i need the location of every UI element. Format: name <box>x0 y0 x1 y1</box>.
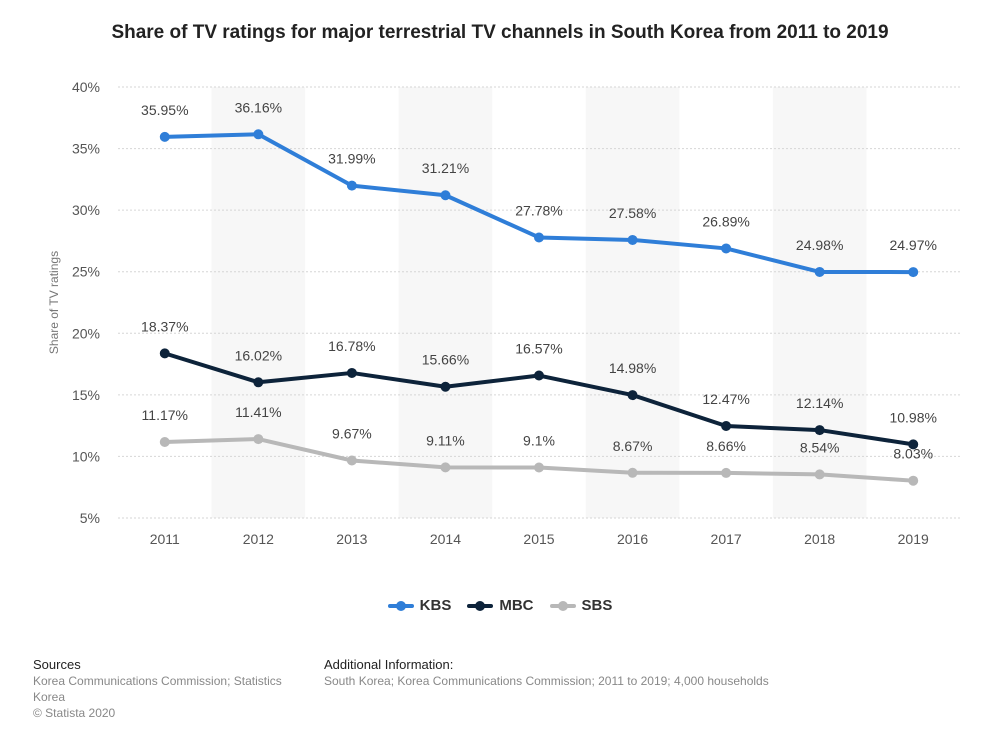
mbc-data-label: 18.37% <box>141 318 188 334</box>
mbc-data-point <box>159 348 170 359</box>
column-band <box>772 87 867 518</box>
mbc-data-point <box>440 381 451 392</box>
legend-label-sbs: SBS <box>581 596 613 614</box>
legend-marker-kbs <box>395 600 406 611</box>
kbs-data-label: 35.95% <box>141 102 188 118</box>
sbs-data-point <box>440 462 451 473</box>
mbc-data-point <box>627 390 638 401</box>
y-tick-label: 40% <box>72 79 100 95</box>
additional-info-block: Additional Information: South Korea; Kor… <box>324 657 964 689</box>
kbs-data-point <box>814 266 825 277</box>
kbs-data-label: 31.21% <box>422 160 469 176</box>
mbc-data-point <box>908 439 919 450</box>
y-axis-title: Share of TV ratings <box>47 251 61 354</box>
legend-label-kbs: KBS <box>419 596 452 614</box>
kbs-data-point <box>159 131 170 142</box>
sources-heading: Sources <box>33 657 81 672</box>
sbs-data-label: 8.03% <box>893 446 933 462</box>
y-tick-label: 15% <box>72 387 100 403</box>
kbs-data-point <box>346 180 357 191</box>
additional-info-heading: Additional Information: <box>324 657 454 672</box>
column-band <box>398 87 493 518</box>
legend-label-mbc: MBC <box>499 596 534 614</box>
chart-legend: KBS MBC SBS <box>0 596 1000 614</box>
mbc-data-label: 14.98% <box>609 360 656 376</box>
y-tick-label: 20% <box>72 325 100 341</box>
mbc-data-label: 12.14% <box>796 395 843 411</box>
legend-swatch-kbs <box>387 600 414 611</box>
kbs-data-label: 26.89% <box>702 213 749 229</box>
x-tick-label: 2017 <box>711 531 742 547</box>
sbs-data-label: 8.66% <box>706 438 746 454</box>
y-tick-label: 35% <box>72 141 100 157</box>
kbs-data-point <box>440 190 451 201</box>
sbs-data-point <box>814 469 825 480</box>
legend-swatch-sbs <box>549 600 576 611</box>
sbs-data-point <box>159 437 170 448</box>
legend-item-sbs[interactable]: SBS <box>549 596 613 614</box>
legend-item-kbs[interactable]: KBS <box>387 596 452 614</box>
sbs-data-label: 9.11% <box>426 432 465 448</box>
mbc-data-point <box>721 421 732 432</box>
sbs-data-label: 9.1% <box>523 433 555 449</box>
mbc-data-label: 15.66% <box>422 352 469 368</box>
y-tick-label: 25% <box>72 264 100 280</box>
sbs-data-label: 11.17% <box>142 407 188 423</box>
legend-marker-sbs <box>557 600 568 611</box>
kbs-data-label: 24.98% <box>796 237 843 253</box>
legend-item-mbc[interactable]: MBC <box>467 596 534 614</box>
mbc-data-point <box>534 370 544 381</box>
kbs-data-point <box>721 243 732 254</box>
kbs-data-point <box>908 267 919 278</box>
y-tick-label: 30% <box>72 202 100 218</box>
mbc-data-point <box>253 377 264 388</box>
kbs-data-label: 27.58% <box>609 205 656 221</box>
sbs-data-point <box>721 467 732 478</box>
sbs-data-point <box>908 475 919 486</box>
sbs-data-label: 8.67% <box>613 438 653 454</box>
sources-text[interactable]: Korea Communications Commission; Statist… <box>33 674 282 704</box>
x-tick-label: 2016 <box>617 531 648 547</box>
mbc-data-label: 12.47% <box>702 391 749 407</box>
additional-info-text: South Korea; Korea Communications Commis… <box>324 674 769 688</box>
kbs-data-label: 27.78% <box>515 202 562 218</box>
y-tick-label: 10% <box>72 448 100 464</box>
y-tick-label: 5% <box>80 510 100 526</box>
kbs-data-point <box>253 129 264 140</box>
mbc-data-point <box>346 367 357 378</box>
legend-marker-mbc <box>475 600 486 611</box>
sbs-data-point <box>253 434 264 445</box>
kbs-data-label: 36.16% <box>235 99 282 115</box>
chart-title: Share of TV ratings for major terrestria… <box>111 22 889 43</box>
x-tick-label: 2011 <box>150 531 180 547</box>
mbc-data-label: 16.57% <box>515 341 562 357</box>
x-tick-label: 2013 <box>336 531 367 547</box>
sbs-data-label: 11.41% <box>235 404 281 420</box>
kbs-data-label: 24.97% <box>889 237 936 253</box>
mbc-data-point <box>814 425 825 436</box>
x-tick-label: 2018 <box>804 531 835 547</box>
kbs-data-label: 31.99% <box>328 151 375 167</box>
sbs-data-point <box>346 455 357 466</box>
x-tick-label: 2012 <box>243 531 274 547</box>
kbs-data-point <box>627 234 638 245</box>
column-band <box>585 87 680 518</box>
sbs-data-point <box>627 467 638 478</box>
mbc-data-label: 10.98% <box>889 409 936 425</box>
copyright[interactable]: © Statista 2020 <box>33 706 116 720</box>
kbs-data-point <box>534 232 544 243</box>
sbs-data-point <box>534 462 544 473</box>
sources-block: Sources Korea Communications Commission;… <box>33 657 303 721</box>
mbc-data-label: 16.78% <box>328 338 375 354</box>
x-tick-label: 2015 <box>523 531 554 547</box>
sbs-data-label: 8.54% <box>800 439 840 455</box>
x-tick-label: 2014 <box>430 531 461 547</box>
sbs-data-label: 9.67% <box>332 425 372 441</box>
legend-swatch-mbc <box>467 600 494 611</box>
mbc-data-label: 16.02% <box>235 347 282 363</box>
x-tick-label: 2019 <box>898 531 929 547</box>
